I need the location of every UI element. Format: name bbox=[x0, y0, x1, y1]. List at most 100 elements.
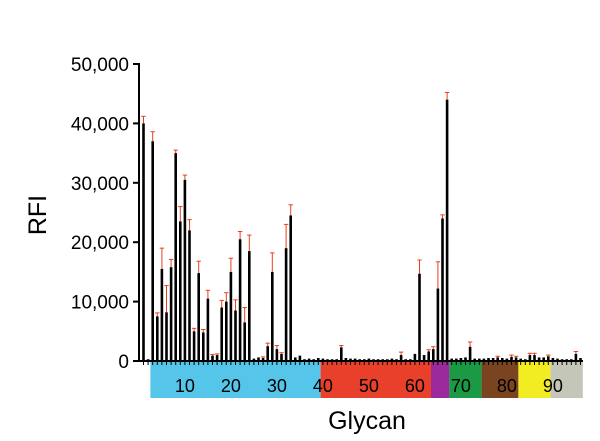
y-tick-label-0: 0 bbox=[118, 352, 129, 373]
bar-96 bbox=[579, 358, 582, 361]
bar-6 bbox=[165, 312, 168, 361]
bar-82 bbox=[514, 357, 518, 361]
x-tick-label-30: 30 bbox=[267, 376, 287, 396]
bar-55 bbox=[390, 358, 394, 361]
bar-39 bbox=[317, 358, 320, 361]
y-tick-label-40000: 40,000 bbox=[71, 114, 129, 135]
bar-25 bbox=[252, 358, 256, 361]
bar-95 bbox=[574, 353, 578, 361]
x-tick-label-10: 10 bbox=[175, 376, 195, 396]
bar-40 bbox=[321, 358, 325, 361]
bar-45 bbox=[344, 358, 348, 361]
bar-85 bbox=[528, 355, 532, 361]
bar-86 bbox=[533, 355, 536, 361]
error-bars-group bbox=[141, 92, 579, 359]
bar-62 bbox=[422, 355, 426, 361]
bar-57 bbox=[399, 355, 403, 361]
x-tick-label-40: 40 bbox=[313, 376, 333, 396]
bar-26 bbox=[257, 357, 260, 361]
bar-12 bbox=[192, 331, 196, 361]
category-band-1 bbox=[150, 362, 321, 398]
bar-70 bbox=[459, 358, 463, 361]
bar-32 bbox=[284, 248, 288, 361]
bar-11 bbox=[188, 230, 191, 361]
bar-91 bbox=[556, 358, 559, 361]
bar-74 bbox=[478, 358, 481, 361]
bar-64 bbox=[432, 349, 435, 361]
bar-72 bbox=[468, 346, 472, 361]
y-tick-label-30000: 30,000 bbox=[71, 174, 129, 195]
x-axis-title: Glycan bbox=[328, 407, 406, 435]
bar-65 bbox=[436, 288, 440, 361]
bar-60 bbox=[413, 353, 417, 361]
bar-22 bbox=[238, 239, 242, 361]
bar-88 bbox=[542, 357, 545, 361]
bar-79 bbox=[501, 358, 504, 361]
bar-63 bbox=[427, 351, 430, 361]
bar-67 bbox=[445, 99, 449, 361]
bar-24 bbox=[248, 251, 251, 361]
bar-30 bbox=[275, 349, 279, 361]
bar-61 bbox=[418, 273, 421, 361]
bar-3 bbox=[151, 141, 154, 361]
category-band-2 bbox=[320, 362, 431, 398]
x-ticks-group: 10 20 30 40 50 60 70 80 90 bbox=[143, 361, 581, 396]
category-band-6 bbox=[518, 362, 551, 398]
bar-18 bbox=[220, 307, 223, 361]
bar-66 bbox=[441, 218, 444, 361]
bar-50 bbox=[367, 358, 371, 361]
bar-31 bbox=[280, 353, 283, 361]
bar-17 bbox=[215, 355, 219, 361]
x-tick-label-80: 80 bbox=[497, 376, 517, 396]
bar-71 bbox=[464, 357, 467, 361]
x-tick-label-60: 60 bbox=[405, 376, 425, 396]
bar-76 bbox=[487, 358, 490, 361]
bar-14 bbox=[202, 332, 205, 361]
bar-16 bbox=[211, 355, 214, 361]
bar-73 bbox=[473, 358, 476, 361]
category-band-3 bbox=[431, 362, 450, 398]
bar-21 bbox=[234, 310, 237, 361]
bar-35 bbox=[298, 355, 302, 361]
category-band-7 bbox=[550, 362, 583, 398]
category-band-5 bbox=[481, 362, 519, 398]
bar-10 bbox=[183, 179, 187, 361]
bar-29 bbox=[271, 271, 274, 361]
bar-27 bbox=[261, 358, 265, 361]
x-tick-label-20: 20 bbox=[221, 376, 241, 396]
bar-33 bbox=[289, 215, 292, 361]
y-tick-label-20000: 20,000 bbox=[71, 233, 129, 254]
bar-68 bbox=[450, 358, 453, 361]
bar-1 bbox=[142, 123, 145, 362]
y-ticks-group: 0 10,000 20,000 30,000 40,000 50,000 bbox=[71, 55, 139, 373]
x-tick-label-70: 70 bbox=[451, 376, 471, 396]
category-bands bbox=[150, 362, 583, 398]
bar-89 bbox=[547, 356, 550, 361]
bar-4 bbox=[156, 316, 159, 361]
bar-7 bbox=[169, 267, 173, 361]
y-tick-label-10000: 10,000 bbox=[71, 293, 129, 314]
bar-9 bbox=[179, 221, 182, 361]
bars-group bbox=[142, 99, 582, 362]
x-tick-label-90: 90 bbox=[543, 376, 563, 396]
category-band-4 bbox=[449, 362, 482, 398]
bar-8 bbox=[174, 153, 177, 361]
axes-group bbox=[138, 63, 583, 362]
bar-37 bbox=[307, 358, 311, 361]
bar-77 bbox=[491, 358, 495, 361]
bar-80 bbox=[505, 358, 509, 361]
bar-75 bbox=[482, 358, 486, 361]
bar-87 bbox=[537, 357, 541, 361]
y-axis-title: RFI bbox=[24, 195, 52, 235]
bar-15 bbox=[206, 298, 210, 361]
bar-46 bbox=[349, 358, 352, 361]
bar-28 bbox=[266, 346, 269, 361]
bar-20 bbox=[229, 271, 233, 361]
bar-19 bbox=[225, 301, 228, 361]
bar-13 bbox=[197, 273, 200, 361]
bar-23 bbox=[243, 322, 246, 361]
bar-44 bbox=[340, 347, 343, 361]
bar-78 bbox=[496, 357, 499, 361]
bar-69 bbox=[455, 358, 458, 361]
